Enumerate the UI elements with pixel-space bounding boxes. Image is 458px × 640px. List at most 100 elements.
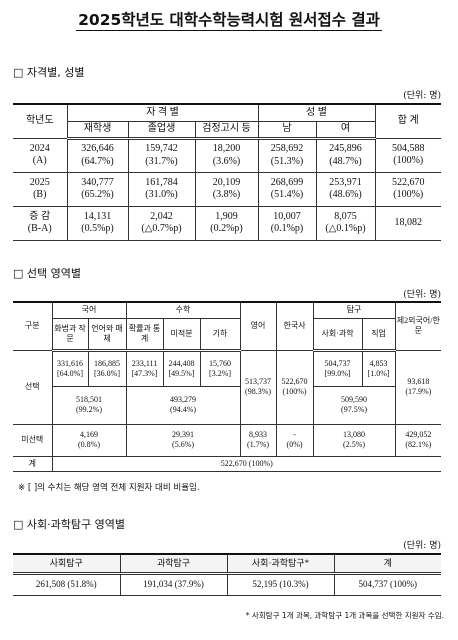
table-cell: 한국사: [275, 301, 314, 351]
table-cell: 성 별: [257, 103, 376, 122]
column-header: 과학탐구: [119, 553, 228, 575]
table-cell: 8,075 (△0.1%p): [315, 205, 376, 241]
table-row: 518,501 (99.2%) 493,279 (94.4%) 509,590 (97.5…: [13, 385, 441, 425]
table-row: 2025 (B) 340,777 (65.2%) 161,784 (31.0%) 20,10…: [13, 171, 441, 207]
table-cell: 선택: [13, 349, 53, 425]
cell-line: 1,909: [215, 210, 238, 222]
table-cell: 13,080 (2.5%): [312, 423, 396, 457]
cell-line: 14,131: [83, 210, 112, 222]
table-cell: 233,111 [47.3%]: [125, 349, 164, 387]
column-header: 재학생: [67, 120, 129, 140]
table-cell: 493,279 (94.4%): [125, 385, 241, 425]
cell-line: (3.8%): [212, 189, 241, 200]
label-line: (A): [32, 155, 47, 166]
table-cell: 화법과 작문: [52, 317, 89, 352]
cell-line: 340,777: [81, 176, 114, 188]
table-cell: 161,784 (31.0%): [127, 171, 196, 207]
cell-share: (17.9%): [405, 387, 432, 396]
cell-line: (65.2%): [81, 189, 114, 200]
element: 구분 국어 수학 영어 한국사 탐구 제2외국어/한문 화법과 작문 언어와 매체 확률과 통계…: [13, 301, 442, 472]
cell-line: (△0.7%p): [141, 223, 182, 234]
table-cell: 261,508 (51.8%): [13, 572, 121, 596]
cell-share: (1.7%): [247, 440, 270, 449]
table-cell: 18,200 (3.6%): [194, 137, 259, 173]
table-cell: 504,588 (100%): [374, 137, 441, 173]
label-line: (B): [33, 189, 47, 200]
table-cell: 29,391 (5.6%): [125, 423, 241, 457]
table-cell: 2,042 (△0.7%p): [127, 205, 196, 241]
cell-value: 504,737: [324, 358, 351, 368]
cell-share: (5.6%): [172, 440, 195, 449]
cell-value: -: [293, 430, 296, 439]
table-cell: 1,909 (0.2%p): [194, 205, 259, 241]
cell-line: 504,588: [392, 142, 425, 154]
table-cell: 159,742 (31.7%): [127, 137, 196, 173]
cell-share: (100%): [282, 387, 307, 396]
table-cell: 14,131 (0.5%p): [66, 205, 129, 241]
table-cell: 518,501 (99.2%): [52, 385, 127, 425]
unit: (단위: 명): [403, 91, 441, 101]
table-cell: 15,760 [3.2%]: [199, 349, 241, 387]
table-cell: 국어: [51, 301, 127, 319]
column-header: 검정고시 등: [194, 120, 259, 140]
table-cell: 구분: [13, 301, 53, 351]
cell-value: 233,111: [131, 358, 158, 368]
table-cell: 8,933 (1.7%): [239, 423, 277, 457]
cell-line: 161,784: [145, 176, 178, 188]
cell-line: 268,699: [270, 176, 304, 188]
table-cell: 331,616 [64.0%]: [51, 349, 89, 387]
table-cell: 직업: [361, 317, 396, 352]
cell-line: (31.0%): [145, 189, 178, 200]
cell-line: 2,042: [150, 210, 173, 222]
cell-line: 8,075: [334, 210, 357, 222]
table-row: 구분 국어 수학 영어 한국사 탐구 제2외국어/한문: [13, 301, 442, 351]
cell-share: (2.5%): [343, 440, 366, 449]
footnote: * 사회탐구 1개 과목, 과학탐구 1개 과목을 선택한 지원자 수임.: [245, 611, 444, 620]
cell-line: (48.7%): [329, 155, 362, 167]
table-row: 증 감 (B-A) 14,131 (0.5%p) 2,042 (△0.7%p) 1,909(…: [13, 205, 441, 241]
column-header: 사회·과학탐구*: [226, 553, 335, 575]
cell-value: 4,169: [80, 430, 98, 439]
table-cell: 258,692 (51.3%): [257, 137, 317, 173]
cell-share: (82.1%): [405, 440, 432, 449]
cell-share: (97.5%): [341, 405, 368, 414]
cell-line: 20,109: [212, 176, 241, 188]
table-cell: 93,618 (17.9%): [394, 349, 442, 425]
table-cell: 계: [13, 455, 53, 472]
section-heading: □ 선택 영역별: [13, 267, 81, 280]
table-cell: 244,408 [49.5%]: [162, 349, 201, 387]
table-cell: 522,670 (100%): [51, 455, 442, 472]
table-cell: 504,737 [99.0%]: [312, 349, 363, 387]
cell-share: (0.8%): [78, 440, 100, 449]
cell-line: (△0.1%p): [325, 223, 366, 234]
cell-value: 29,391: [172, 430, 195, 439]
table-row: 선택 331,616 [64.0%] 186,885 [36.0%] 233,111 [4…: [13, 349, 442, 425]
inquiry-table: 사회탐구 과학탐구 사회·과학탐구* 계 261,508 (51.8%) 191,034…: [13, 553, 441, 596]
cell-value: 509,590: [341, 395, 368, 404]
table-cell: 사회·과학: [312, 317, 363, 352]
table-cell: 509,590 (97.5%): [312, 385, 396, 425]
table-cell: 191,034 (37.9%): [119, 572, 228, 596]
cell-line: 253,971: [329, 176, 362, 188]
section-heading: □ 사회·과학탐구 영역별: [13, 518, 125, 531]
cell-share: (94.4%): [170, 405, 197, 414]
column-header: 계: [333, 553, 441, 575]
table-cell: 522,670 (100%): [275, 349, 314, 425]
table-cell: 학년도: [13, 103, 68, 139]
cell-value: 4,853: [369, 358, 388, 368]
table-row: 2024 (A) 326,646 (64.7%) 159,742 (31.7%) 18,20…: [13, 137, 441, 173]
cell-line: (0.5%p): [81, 223, 114, 234]
unit: (단위: 명): [403, 290, 441, 300]
table-cell: 429,052 (82.1%): [394, 423, 442, 457]
unit: (단위: 명): [403, 541, 441, 551]
table-cell: 영어: [239, 301, 277, 351]
cell-share: (99.2%): [76, 405, 102, 414]
table-cell: 268,699 (51.4%): [257, 171, 317, 207]
cell-value: 429,052: [405, 430, 432, 439]
table-cell: 52,195 (10.3%): [226, 572, 335, 596]
cell-line: (100%): [393, 155, 424, 166]
table-row: 계 522,670 (100%): [13, 455, 442, 472]
